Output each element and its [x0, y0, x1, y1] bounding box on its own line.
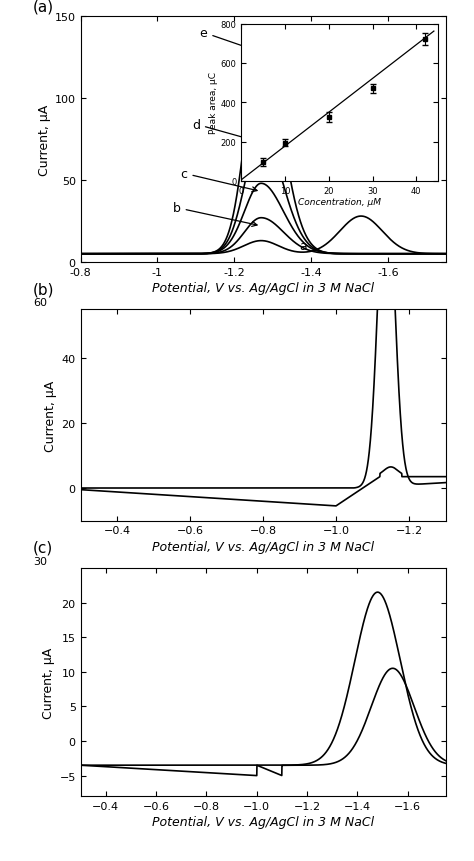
- Text: e: e: [200, 27, 257, 53]
- Text: (b): (b): [33, 282, 55, 297]
- X-axis label: Potential, V vs. Ag/AgCl in 3 M NaCl: Potential, V vs. Ag/AgCl in 3 M NaCl: [152, 815, 374, 828]
- Text: 60: 60: [33, 298, 47, 308]
- X-axis label: Potential, V vs. Ag/AgCl in 3 M NaCl: Potential, V vs. Ag/AgCl in 3 M NaCl: [152, 282, 374, 294]
- Text: a: a: [300, 239, 307, 252]
- Y-axis label: Current, μA: Current, μA: [45, 380, 57, 451]
- Text: c: c: [181, 168, 257, 193]
- Text: (c): (c): [33, 540, 54, 554]
- Y-axis label: Current, μA: Current, μA: [37, 104, 51, 176]
- Text: b: b: [173, 201, 257, 227]
- Text: 30: 30: [33, 556, 47, 566]
- Y-axis label: Current, μA: Current, μA: [42, 647, 55, 718]
- Text: (a): (a): [33, 0, 54, 15]
- Text: d: d: [192, 119, 257, 143]
- X-axis label: Potential, V vs. Ag/AgCl in 3 M NaCl: Potential, V vs. Ag/AgCl in 3 M NaCl: [152, 540, 374, 553]
